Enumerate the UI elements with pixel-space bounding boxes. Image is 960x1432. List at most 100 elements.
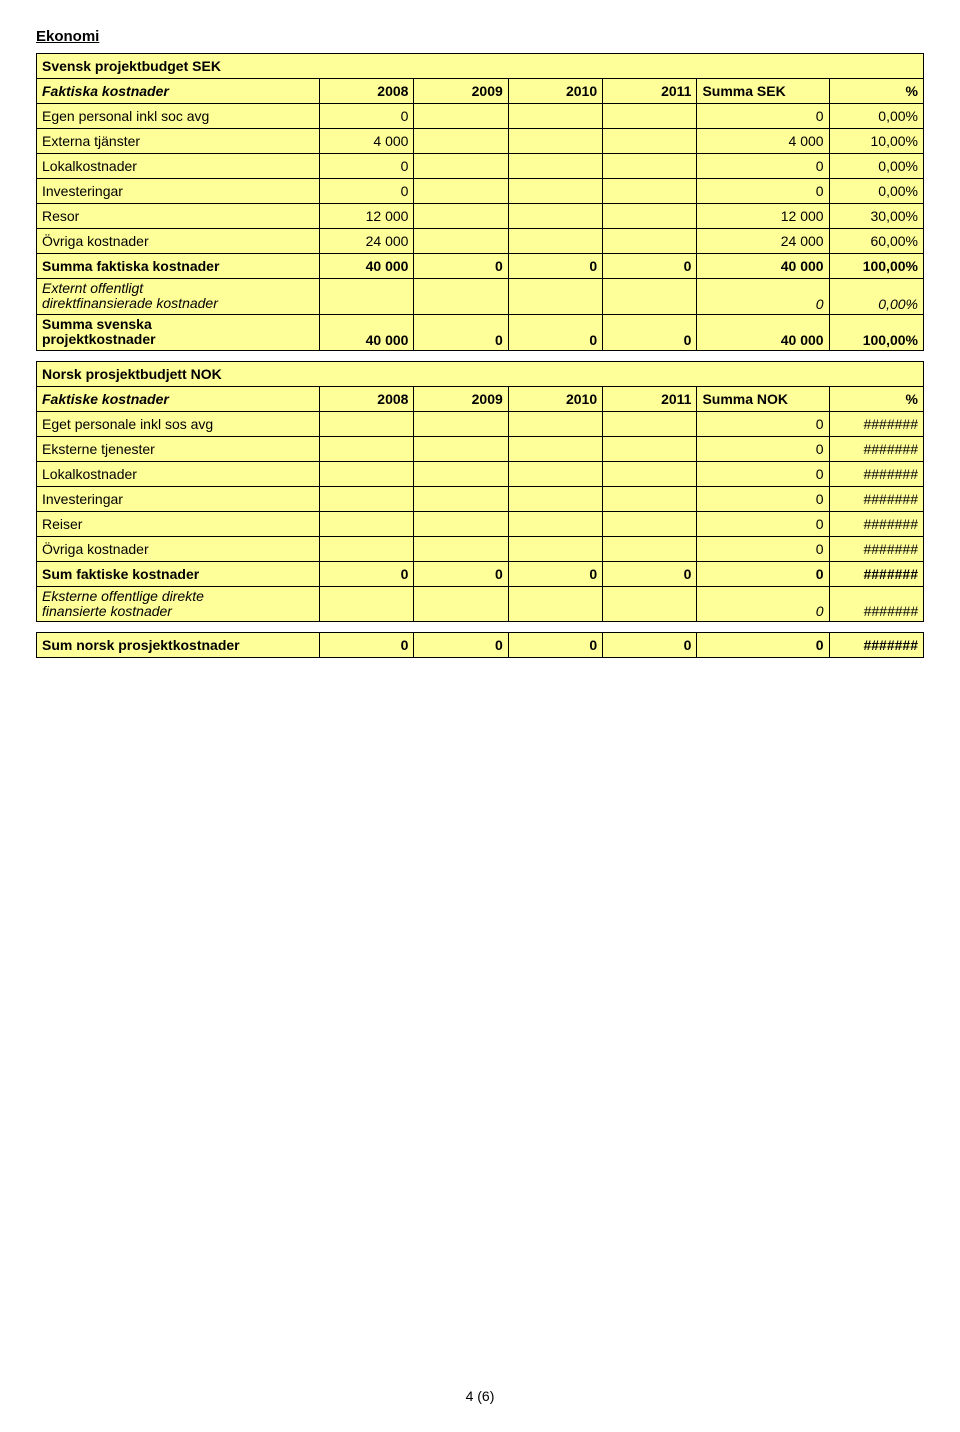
- cell: [414, 104, 508, 129]
- cell: 0: [414, 314, 508, 350]
- col-2011: 2011: [603, 79, 697, 104]
- cell-sum: 0: [697, 486, 829, 511]
- cell: [320, 461, 414, 486]
- page-footer: 4 (6): [36, 1388, 924, 1404]
- cell: [603, 436, 697, 461]
- cell: [414, 229, 508, 254]
- cell: [414, 279, 508, 315]
- cell: 0: [320, 633, 414, 658]
- cell: 40 000: [320, 314, 414, 350]
- table-row: Lokalkostnader 0 0 0,00%: [37, 154, 924, 179]
- cell: 0: [603, 254, 697, 279]
- cell-sum: 0: [697, 279, 829, 315]
- table-row: Externa tjänster 4 000 4 000 10,00%: [37, 129, 924, 154]
- cell-sum: 0: [697, 436, 829, 461]
- col-2009: 2009: [414, 79, 508, 104]
- cell: [320, 511, 414, 536]
- cell-pct: 0,00%: [829, 104, 923, 129]
- cell: [508, 104, 602, 129]
- cell: [508, 486, 602, 511]
- col-sum: Summa NOK: [697, 386, 829, 411]
- table-row: Reiser 0 #######: [37, 511, 924, 536]
- cell-label: Eksterne offentlige direkte finansierte …: [37, 586, 320, 622]
- col-2010: 2010: [508, 386, 602, 411]
- table1-header-row: Faktiska kostnader 2008 2009 2010 2011 S…: [37, 79, 924, 104]
- cell-pct: #######: [829, 633, 923, 658]
- cell: 0: [603, 314, 697, 350]
- cell: [414, 411, 508, 436]
- cell-label: Lokalkostnader: [37, 461, 320, 486]
- cell: [603, 279, 697, 315]
- label-line1: Eksterne offentlige direkte: [42, 588, 204, 604]
- col-2011: 2011: [603, 386, 697, 411]
- cell-pct: #######: [829, 411, 923, 436]
- cell-label: Sum faktiske kostnader: [37, 561, 320, 586]
- cell: [508, 461, 602, 486]
- cell: [414, 154, 508, 179]
- cell-label: Summa faktiska kostnader: [37, 254, 320, 279]
- cell: [603, 586, 697, 622]
- cell-label: Externa tjänster: [37, 129, 320, 154]
- table-row: Eget personale inkl sos avg 0 #######: [37, 411, 924, 436]
- label-line2: finansierte kostnader: [42, 603, 172, 619]
- label-line2: projektkostnader: [42, 331, 156, 347]
- cell: [603, 411, 697, 436]
- table2-title-row: Norsk prosjektbudjett NOK: [37, 361, 924, 386]
- cell: [508, 511, 602, 536]
- cell: [414, 204, 508, 229]
- cell-sum: 0: [697, 411, 829, 436]
- cell: [508, 411, 602, 436]
- cell: [603, 511, 697, 536]
- cell-sum: 24 000: [697, 229, 829, 254]
- table-row: Övriga kostnader 24 000 24 000 60,00%: [37, 229, 924, 254]
- cell: 0: [508, 254, 602, 279]
- cell-pct: 10,00%: [829, 129, 923, 154]
- cell: [414, 129, 508, 154]
- cell-sum: 0: [697, 536, 829, 561]
- cell: 0: [603, 633, 697, 658]
- cell-pct: #######: [829, 486, 923, 511]
- cell-label: Investeringar: [37, 179, 320, 204]
- table-nok: Norsk prosjektbudjett NOK Faktiske kostn…: [36, 361, 924, 623]
- cell-sum: 0: [697, 511, 829, 536]
- col-2008: 2008: [320, 386, 414, 411]
- sum-norsk-row: Sum norsk prosjektkostnader 0 0 0 0 0 ##…: [37, 633, 924, 658]
- cell: [414, 486, 508, 511]
- table-row: Egen personal inkl soc avg 0 0 0,00%: [37, 104, 924, 129]
- cell-label: Övriga kostnader: [37, 536, 320, 561]
- cell-pct: #######: [829, 561, 923, 586]
- cell-sum: 0: [697, 561, 829, 586]
- sum-svenska-row: Summa svenska projektkostnader 40 000 0 …: [37, 314, 924, 350]
- cell-label: Investeringar: [37, 486, 320, 511]
- cell-sum: 12 000: [697, 204, 829, 229]
- sum-faktiska-row: Summa faktiska kostnader 40 000 0 0 0 40…: [37, 254, 924, 279]
- cell: [508, 129, 602, 154]
- cell-sum: 0: [697, 461, 829, 486]
- cell: [508, 536, 602, 561]
- cell: [603, 536, 697, 561]
- cell-label: Övriga kostnader: [37, 229, 320, 254]
- cell: [603, 129, 697, 154]
- cell-label: Eksterne tjenester: [37, 436, 320, 461]
- cell: 0: [414, 561, 508, 586]
- cell-pct: 30,00%: [829, 204, 923, 229]
- cell-pct: #######: [829, 586, 923, 622]
- cell: 0: [508, 314, 602, 350]
- cell-pct: 100,00%: [829, 254, 923, 279]
- col-2009: 2009: [414, 386, 508, 411]
- cell-sum: 40 000: [697, 254, 829, 279]
- cell-label: Sum norsk prosjektkostnader: [37, 633, 320, 658]
- cell: 0: [603, 561, 697, 586]
- cell-sum: 0: [697, 154, 829, 179]
- cell: [508, 154, 602, 179]
- col-sum: Summa SEK: [697, 79, 829, 104]
- cell-label: Egen personal inkl soc avg: [37, 104, 320, 129]
- label-line1: Externt offentligt: [42, 280, 143, 296]
- table2-header-row: Faktiske kostnader 2008 2009 2010 2011 S…: [37, 386, 924, 411]
- cell-pct: #######: [829, 436, 923, 461]
- cell: [603, 204, 697, 229]
- cell-sum: 0: [697, 633, 829, 658]
- col-pct: %: [829, 386, 923, 411]
- cell: 40 000: [320, 254, 414, 279]
- cell: 0: [508, 561, 602, 586]
